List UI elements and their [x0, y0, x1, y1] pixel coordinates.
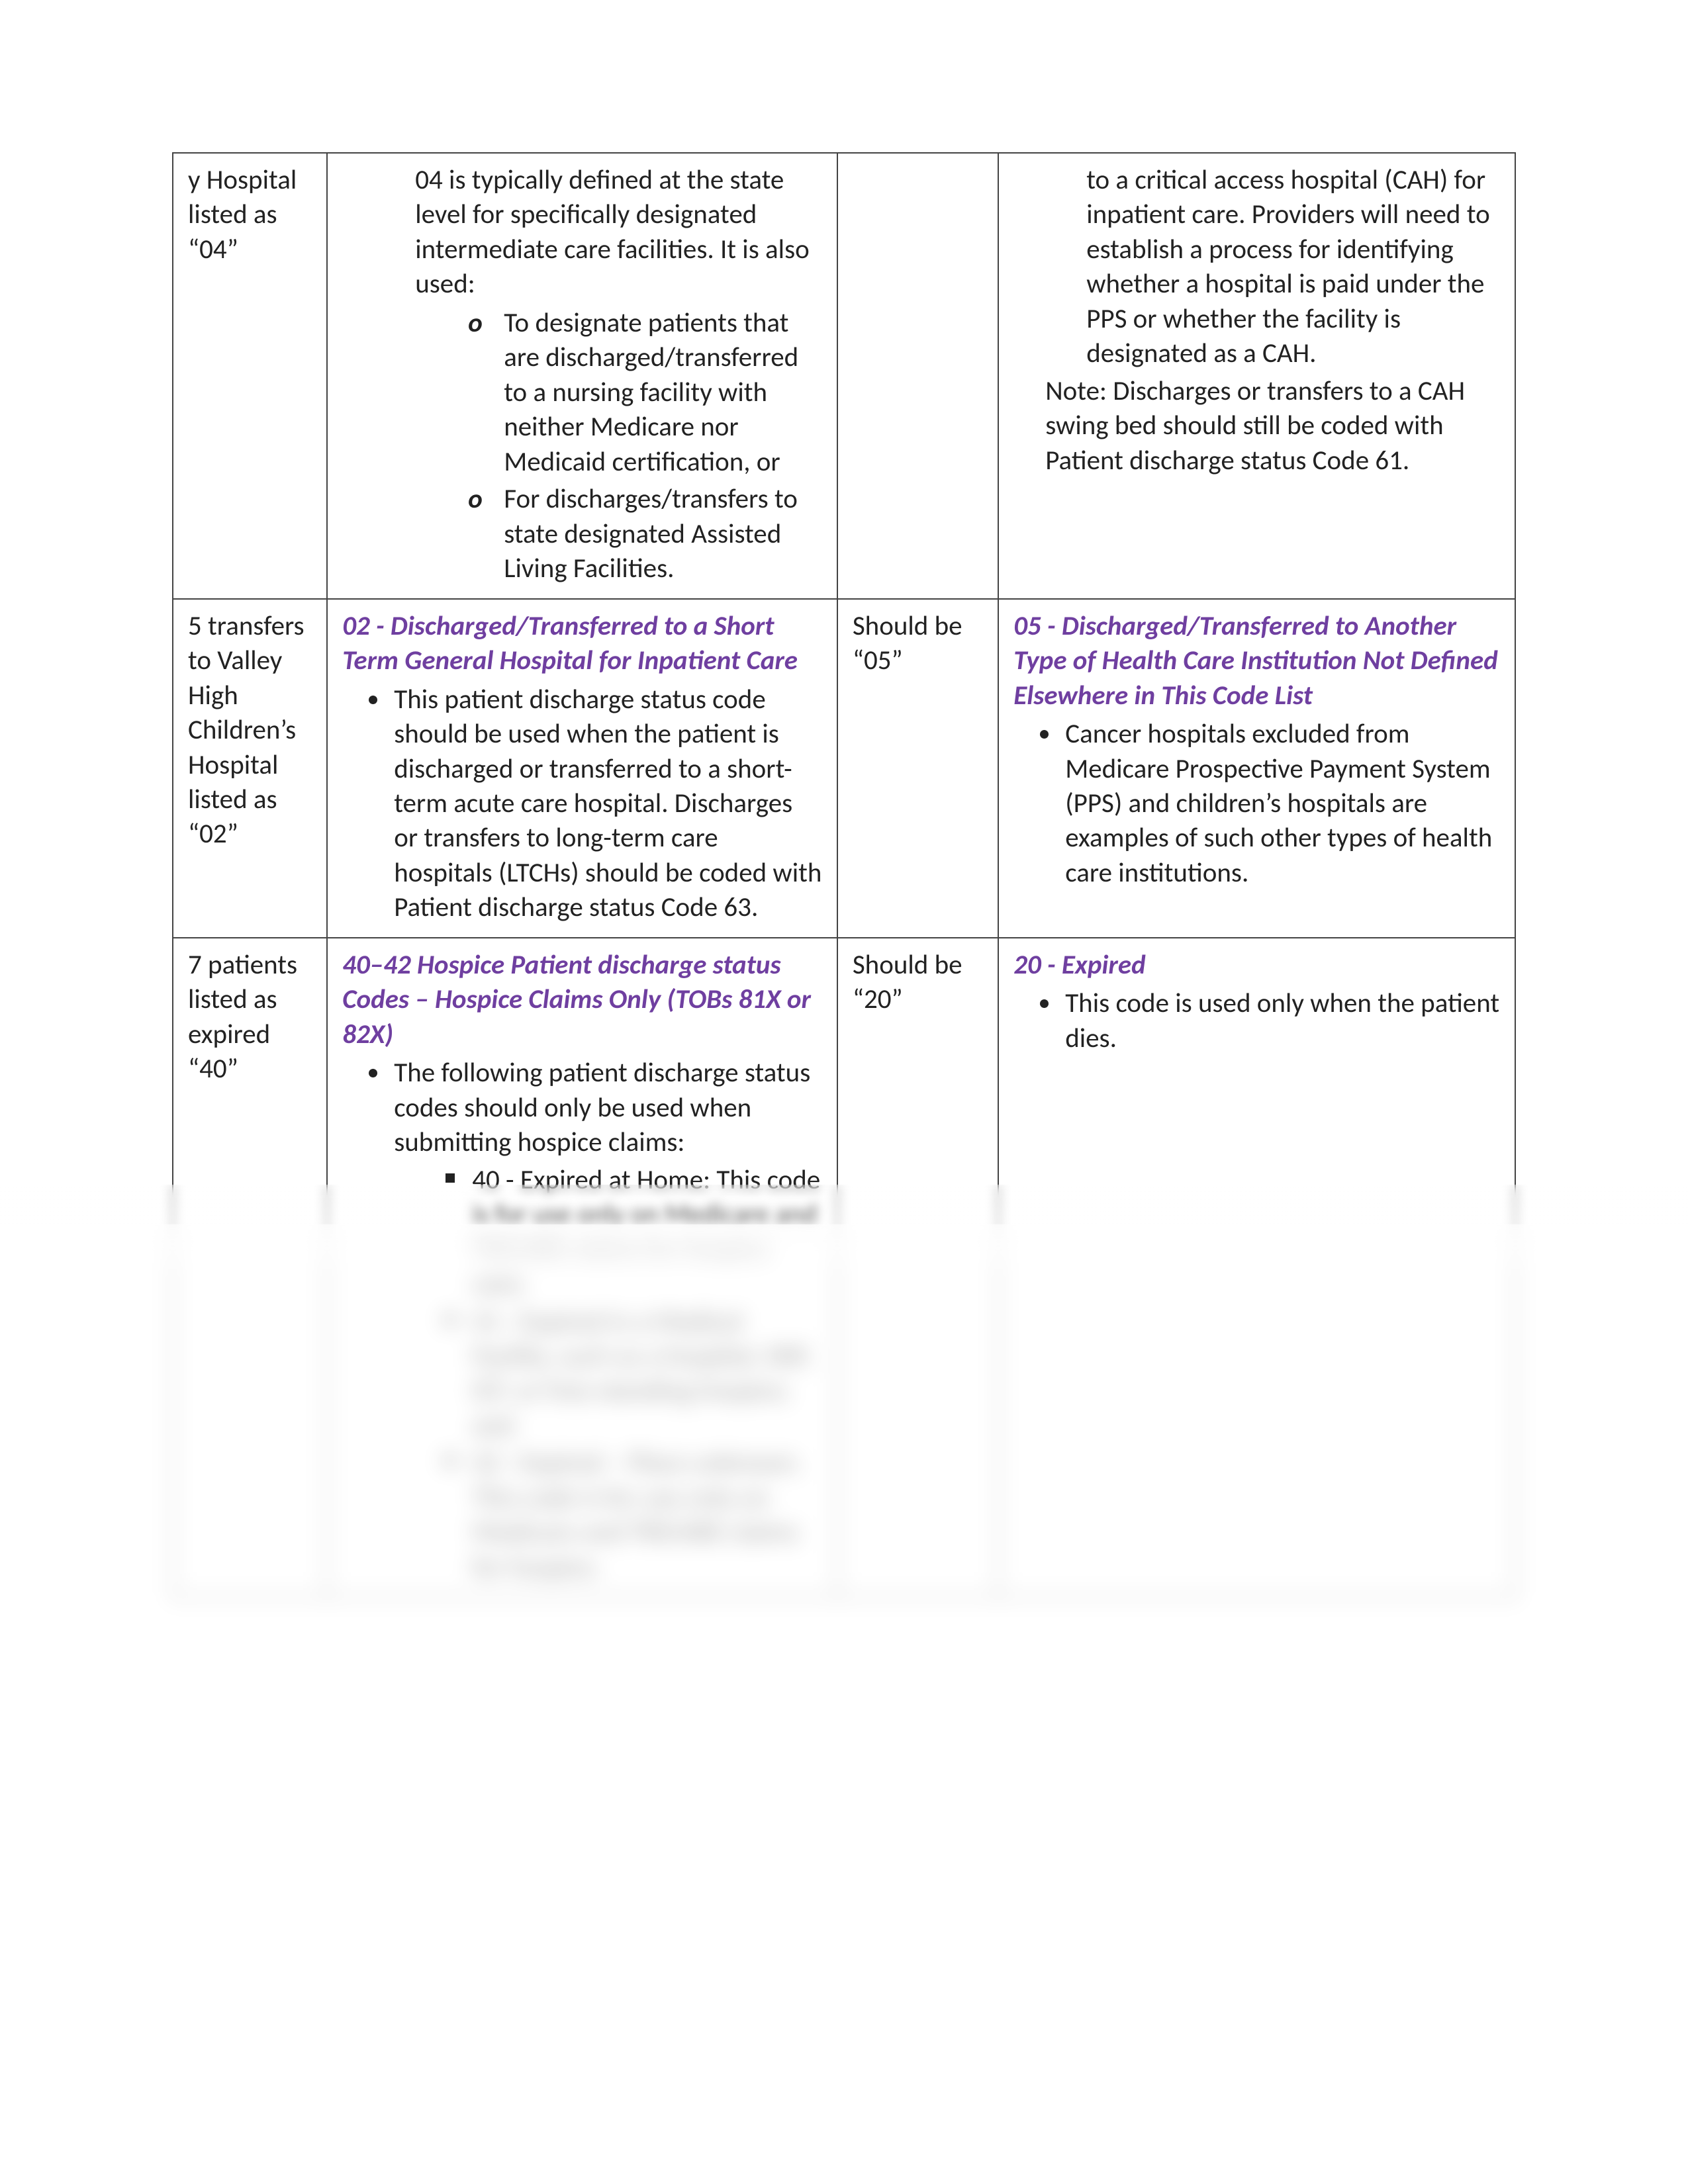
cell-text: to a critical access hospital (CAH) for …	[1086, 163, 1490, 370]
list-item: This patient discharge status code shoul…	[390, 682, 822, 925]
list-item-text: 41 - Expired in a Medical Facility, such…	[472, 1305, 812, 1442]
list-item: 42 - Expired – Place unknown. This code …	[442, 1445, 822, 1584]
list-item-text: The following patient discharge status c…	[394, 1056, 810, 1159]
list-item: To designate patients that are discharge…	[468, 306, 822, 479]
cell-correction	[837, 153, 998, 599]
list-item-text: This patient discharge status code shoul…	[394, 683, 821, 925]
cell-scenario: y Hospital listed as “04”	[173, 153, 327, 599]
list-item: This code is used only when the patient …	[1061, 986, 1500, 1056]
cell-note: Note: Discharges or transfers to a CAH s…	[1045, 375, 1465, 477]
bullet-list: This code is used only when the patient …	[1013, 986, 1500, 1056]
cell-text: Should be “05”	[853, 610, 962, 677]
list-item: Cancer hospitals excluded from Medicare …	[1061, 717, 1500, 890]
cell-text: y Hospital listed as “04”	[188, 163, 297, 266]
cell-incorrect-code: 02 - Discharged/Transferred to a Short T…	[327, 599, 837, 938]
cell-scenario: 7 patients listed as expired “40”	[173, 938, 327, 1597]
list-item-text: This code is used only when the patient …	[1065, 987, 1499, 1054]
cell-text: 5 transfers to Valley High Children’s Ho…	[188, 610, 305, 851]
list-item: 41 - Expired in a Medical Facility, such…	[442, 1304, 822, 1443]
list-item: For discharges/transfers to state design…	[468, 482, 822, 586]
bullet-list: The following patient discharge status c…	[342, 1056, 822, 1584]
bullet-list: Cancer hospitals excluded from Medicare …	[1013, 717, 1500, 890]
code-title: 02 - Discharged/Transferred to a Short T…	[342, 610, 798, 677]
cell-correction: Should be “20”	[837, 938, 998, 1597]
cell-correct-code: 20 - Expired This code is used only when…	[998, 938, 1515, 1597]
table-row: 7 patients listed as expired “40” 40–42 …	[173, 938, 1515, 1597]
cell-text: 7 patients listed as expired “40”	[188, 948, 297, 1085]
list-item-text: 40 - Expired at Home: This code is for u…	[472, 1163, 820, 1300]
cell-incorrect-code: 04 is typically defined at the state lev…	[327, 153, 837, 599]
list-item-text: Cancer hospitals excluded from Medicare …	[1065, 717, 1492, 889]
cell-correct-code: 05 - Discharged/Transferred to Another T…	[998, 599, 1515, 938]
cell-correction: Should be “05”	[837, 599, 998, 938]
sublist: 40 - Expired at Home: This code is for u…	[394, 1163, 822, 1585]
bullet-list: This patient discharge status code shoul…	[342, 682, 822, 925]
code-title: 40–42 Hospice Patient discharge status C…	[342, 948, 811, 1051]
cell-correct-code: to a critical access hospital (CAH) for …	[998, 153, 1515, 599]
code-title: 20 - Expired	[1013, 948, 1145, 981]
document-page: y Hospital listed as “04” 04 is typicall…	[0, 0, 1688, 2184]
list-item-text: To designate patients that are discharge…	[504, 306, 798, 478]
cell-scenario: 5 transfers to Valley High Children’s Ho…	[173, 599, 327, 938]
sublist: To designate patients that are discharge…	[342, 306, 822, 586]
code-title: 05 - Discharged/Transferred to Another T…	[1013, 610, 1498, 712]
table-row: 5 transfers to Valley High Children’s Ho…	[173, 599, 1515, 938]
table-row: y Hospital listed as “04” 04 is typicall…	[173, 153, 1515, 599]
list-item: The following patient discharge status c…	[390, 1056, 822, 1584]
cell-text: Should be “20”	[853, 948, 962, 1016]
list-item-text: For discharges/transfers to state design…	[504, 482, 798, 585]
list-item-text: 42 - Expired – Place unknown. This code …	[472, 1446, 802, 1583]
cell-text: 04 is typically defined at the state lev…	[415, 163, 810, 300]
discharge-code-table: y Hospital listed as “04” 04 is typicall…	[172, 152, 1516, 1598]
cell-incorrect-code: 40–42 Hospice Patient discharge status C…	[327, 938, 837, 1597]
list-item: 40 - Expired at Home: This code is for u…	[442, 1163, 822, 1302]
